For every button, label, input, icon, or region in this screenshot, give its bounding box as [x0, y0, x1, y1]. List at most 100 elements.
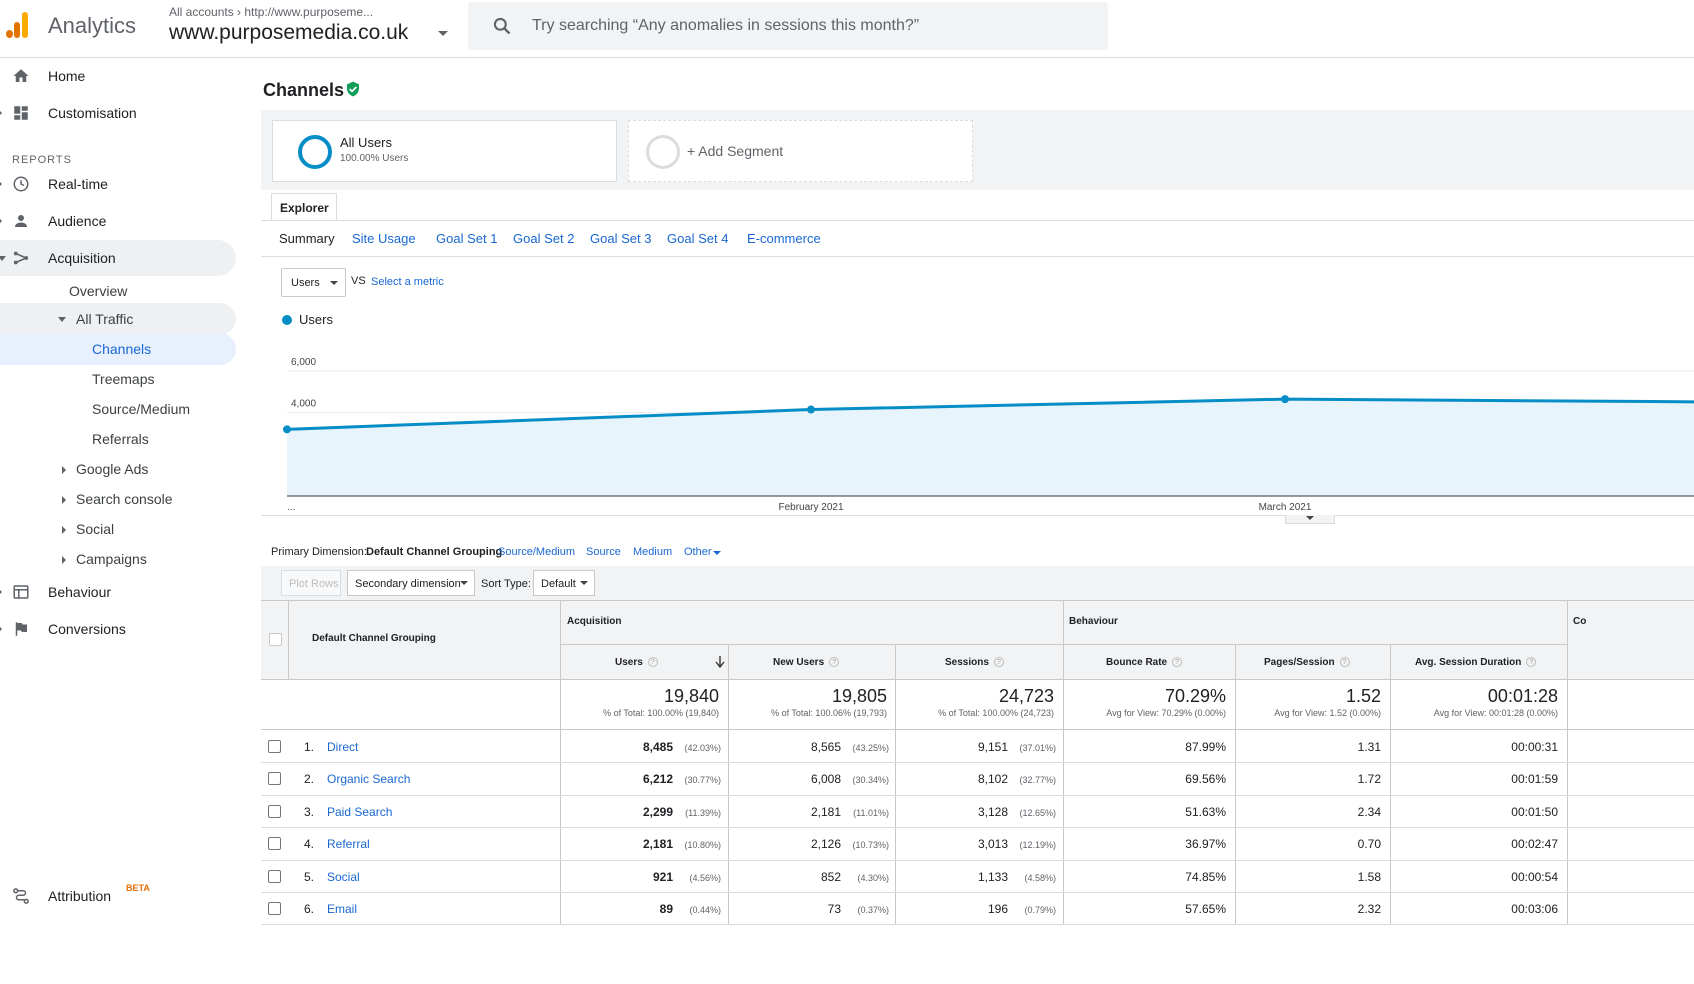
channel-link[interactable]: Referral — [327, 837, 370, 852]
row-checkbox[interactable] — [268, 902, 281, 915]
table-row[interactable]: 3. Paid Search 2,299 (11.39%) 2,181 (11.01… — [261, 795, 1694, 829]
sort-descending-icon[interactable] — [715, 656, 725, 668]
help-icon[interactable]: ? — [647, 657, 658, 667]
dimension-source-medium[interactable]: Source/Medium — [498, 546, 576, 558]
dimension-other[interactable]: Other — [684, 546, 712, 558]
sidebar-item-channels[interactable]: Channels — [0, 333, 236, 365]
subtab-goal-set-2[interactable]: Goal Set 2 — [513, 231, 575, 246]
sidebar-item-treemaps[interactable]: Treemaps — [0, 363, 236, 395]
sidebar-item-label: Real-time — [48, 176, 108, 192]
dimension-current[interactable]: Default Channel Grouping — [366, 546, 503, 558]
primary-dimension-label: Primary Dimension: — [271, 546, 367, 558]
cell-pages-session: 1.72 — [1357, 772, 1381, 787]
sidebar-item-conversions[interactable]: Conversions — [0, 611, 236, 647]
column-header-avg-session-duration[interactable]: Avg. Session Duration? — [1415, 657, 1537, 668]
metric-select[interactable]: Users — [281, 268, 346, 297]
segment-all-users[interactable]: All Users 100.00% Users — [272, 120, 617, 182]
channel-link[interactable]: Social — [327, 869, 360, 884]
subtab-summary[interactable]: Summary — [279, 231, 335, 246]
row-number: 6. — [304, 902, 315, 916]
table-row[interactable]: 1. Direct 8,485 (42.03%) 8,565 (43.25%) 9,… — [261, 730, 1694, 764]
subtab-ecommerce[interactable]: E-commerce — [747, 231, 821, 246]
column-header-label: Pages/Session — [1264, 657, 1335, 668]
table-row[interactable]: 2. Organic Search 6,212 (30.77%) 6,008 (30… — [261, 762, 1694, 796]
sidebar-item-realtime[interactable]: Real-time — [0, 166, 236, 202]
row-checkbox[interactable] — [268, 740, 281, 753]
cell-sessions: 1,133 (4.58%) — [977, 869, 1056, 884]
table-row[interactable]: 6. Email 89 (0.44%) 73 (0.37%) 196 (0.79%) … — [261, 892, 1694, 926]
account-breadcrumb[interactable]: All accounts › http://www.purposeme... — [169, 5, 374, 19]
analytics-logo[interactable] — [4, 12, 30, 38]
sidebar-item-overview[interactable]: Overview — [0, 275, 236, 307]
total-users: 19,840 — [663, 686, 719, 706]
sidebar-item-referrals[interactable]: Referrals — [0, 423, 236, 455]
row-checkbox[interactable] — [268, 837, 281, 851]
channel-link[interactable]: Direct — [327, 740, 359, 754]
subtab-goal-set-1[interactable]: Goal Set 1 — [436, 231, 498, 246]
chevron-down-icon — [460, 581, 468, 585]
help-icon[interactable]: ? — [993, 657, 1004, 667]
chevron-down-icon[interactable] — [438, 31, 448, 36]
row-checkbox[interactable] — [268, 772, 281, 786]
subtab-goal-set-3[interactable]: Goal Set 3 — [590, 231, 652, 246]
column-header-bounce-rate[interactable]: Bounce Rate? — [1106, 657, 1183, 668]
dimension-column-header[interactable]: Default Channel Grouping — [312, 633, 436, 644]
channel-link[interactable]: Organic Search — [327, 772, 411, 787]
sort-type-select[interactable]: Default — [533, 570, 595, 596]
sidebar-item-label: Google Ads — [76, 461, 149, 477]
dimension-medium[interactable]: Medium — [633, 546, 673, 558]
search-bar[interactable]: Try searching “Any anomalies in sessions… — [468, 2, 1108, 50]
help-icon[interactable]: ? — [1172, 657, 1183, 667]
sidebar-item-attribution[interactable]: Attribution BETA — [0, 878, 236, 914]
channel-link[interactable]: Email — [327, 902, 358, 916]
account-selector[interactable]: www.purposemedia.co.uk — [169, 21, 409, 44]
expand-arrow-icon — [0, 109, 2, 117]
row-number: 3. — [304, 804, 315, 819]
tab-explorer[interactable]: Explorer — [271, 193, 337, 221]
column-header-new-users[interactable]: New Users? — [773, 657, 840, 668]
dashboard-icon — [14, 106, 28, 120]
sidebar-item-acquisition[interactable]: Acquisition — [0, 240, 236, 276]
x-tick-label: March 2021 — [1259, 502, 1312, 513]
sidebar-item-behaviour[interactable]: Behaviour — [0, 574, 236, 610]
select-metric-link[interactable]: Select a metric — [371, 276, 444, 288]
help-icon[interactable]: ? — [829, 657, 840, 667]
column-header-sessions[interactable]: Sessions? — [945, 657, 1004, 668]
sidebar-item-all-traffic[interactable]: All Traffic — [0, 303, 236, 335]
sidebar-item-source-medium[interactable]: Source/Medium — [0, 393, 236, 425]
column-header-users[interactable]: Users? — [615, 657, 658, 668]
select-all-checkbox[interactable] — [269, 633, 282, 646]
column-header-pages-session[interactable]: Pages/Session? — [1264, 657, 1350, 668]
help-icon[interactable]: ? — [1526, 657, 1537, 667]
sidebar-item-google-ads[interactable]: Google Ads — [0, 453, 236, 485]
subtab-site-usage[interactable]: Site Usage — [352, 231, 416, 246]
expand-arrow-icon — [62, 496, 66, 504]
help-icon[interactable]: ? — [1339, 657, 1350, 667]
dimension-source[interactable]: Source — [586, 546, 621, 558]
sidebar-item-social[interactable]: Social — [0, 513, 236, 545]
cell-new-users: 2,181 (11.01%) — [810, 804, 889, 819]
users-area — [287, 399, 1694, 496]
subtab-goal-set-4[interactable]: Goal Set 4 — [667, 231, 729, 246]
total-sessions: 24,723 — [998, 686, 1054, 706]
segment-subtitle: 100.00% Users — [340, 153, 409, 164]
plot-rows-button[interactable]: Plot Rows — [281, 570, 341, 596]
home-icon — [13, 69, 29, 82]
table-row[interactable]: 5. Social 921 (4.56%) 852 (4.30%) 1,133 (4.… — [261, 860, 1694, 893]
search-input[interactable]: Try searching “Any anomalies in sessions… — [532, 17, 920, 34]
row-checkbox[interactable] — [268, 804, 281, 818]
channel-link[interactable]: Paid Search — [327, 804, 393, 819]
cell-bounce-rate: 69.56% — [1185, 772, 1226, 787]
total-avg-duration-sub: Avg for View: 00:01:28 (0.00%) — [1433, 708, 1558, 718]
sidebar-item-search-console[interactable]: Search console — [0, 483, 236, 515]
sidebar-item-home[interactable]: Home — [0, 58, 236, 94]
table-row[interactable]: 4. Referral 2,181 (10.80%) 2,126 (10.73%) … — [261, 827, 1694, 861]
chart-resize-handle[interactable] — [1285, 515, 1335, 524]
sidebar-item-campaigns[interactable]: Campaigns — [0, 543, 236, 575]
add-segment-button[interactable]: + Add Segment — [628, 120, 973, 182]
sidebar-item-customisation[interactable]: Customisation — [0, 95, 236, 131]
secondary-dimension-select[interactable]: Secondary dimension — [347, 570, 475, 596]
row-checkbox[interactable] — [268, 869, 281, 883]
sidebar-item-audience[interactable]: Audience — [0, 203, 236, 239]
